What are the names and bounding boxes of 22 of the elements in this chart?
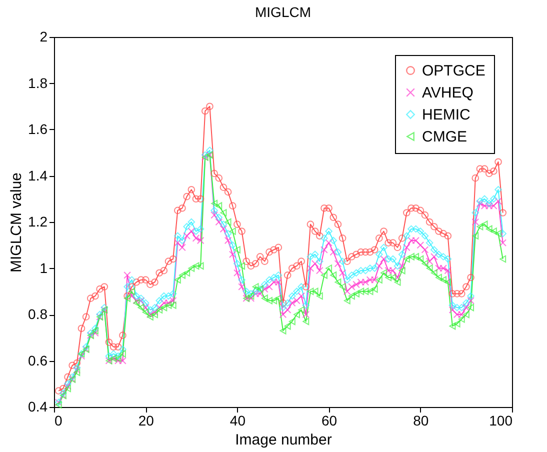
y-tick-label: 1.4 xyxy=(28,167,48,184)
y-tick-label: 0.6 xyxy=(28,352,48,368)
y-tick-label: 1.2 xyxy=(28,214,48,230)
y-tick-label: 1 xyxy=(40,260,48,276)
y-axis-title: MIGLCM value xyxy=(8,172,26,273)
y-tick-label: 0.4 xyxy=(28,398,48,414)
x-tick-label: 100 xyxy=(489,412,513,428)
y-tick-label: 2 xyxy=(40,28,48,44)
legend-label: AVHEQ xyxy=(422,84,474,102)
x-tick-label: 40 xyxy=(230,412,246,428)
x-tick-label: 80 xyxy=(413,412,429,428)
x-tick-label: 20 xyxy=(138,412,154,428)
y-tick-label: 1.6 xyxy=(28,121,48,137)
x-axis-title: Image number xyxy=(235,432,332,448)
legend-label: CMGE xyxy=(422,128,467,146)
chart-title: MIGLCM xyxy=(255,4,311,20)
x-tick-label: 0 xyxy=(54,412,62,428)
y-tick-label: 0.8 xyxy=(28,306,48,322)
legend-label: HEMIC xyxy=(422,106,470,124)
x-tick-label: 60 xyxy=(322,412,338,428)
legend-label: OPTGCE xyxy=(422,62,486,80)
y-tick-label: 1.8 xyxy=(28,74,48,91)
